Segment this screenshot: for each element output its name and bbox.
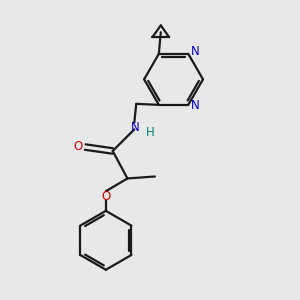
Text: N: N <box>191 99 200 112</box>
Text: N: N <box>131 121 140 134</box>
Text: H: H <box>146 126 154 139</box>
Text: N: N <box>191 45 200 58</box>
Text: O: O <box>101 190 110 202</box>
Text: O: O <box>74 140 83 153</box>
